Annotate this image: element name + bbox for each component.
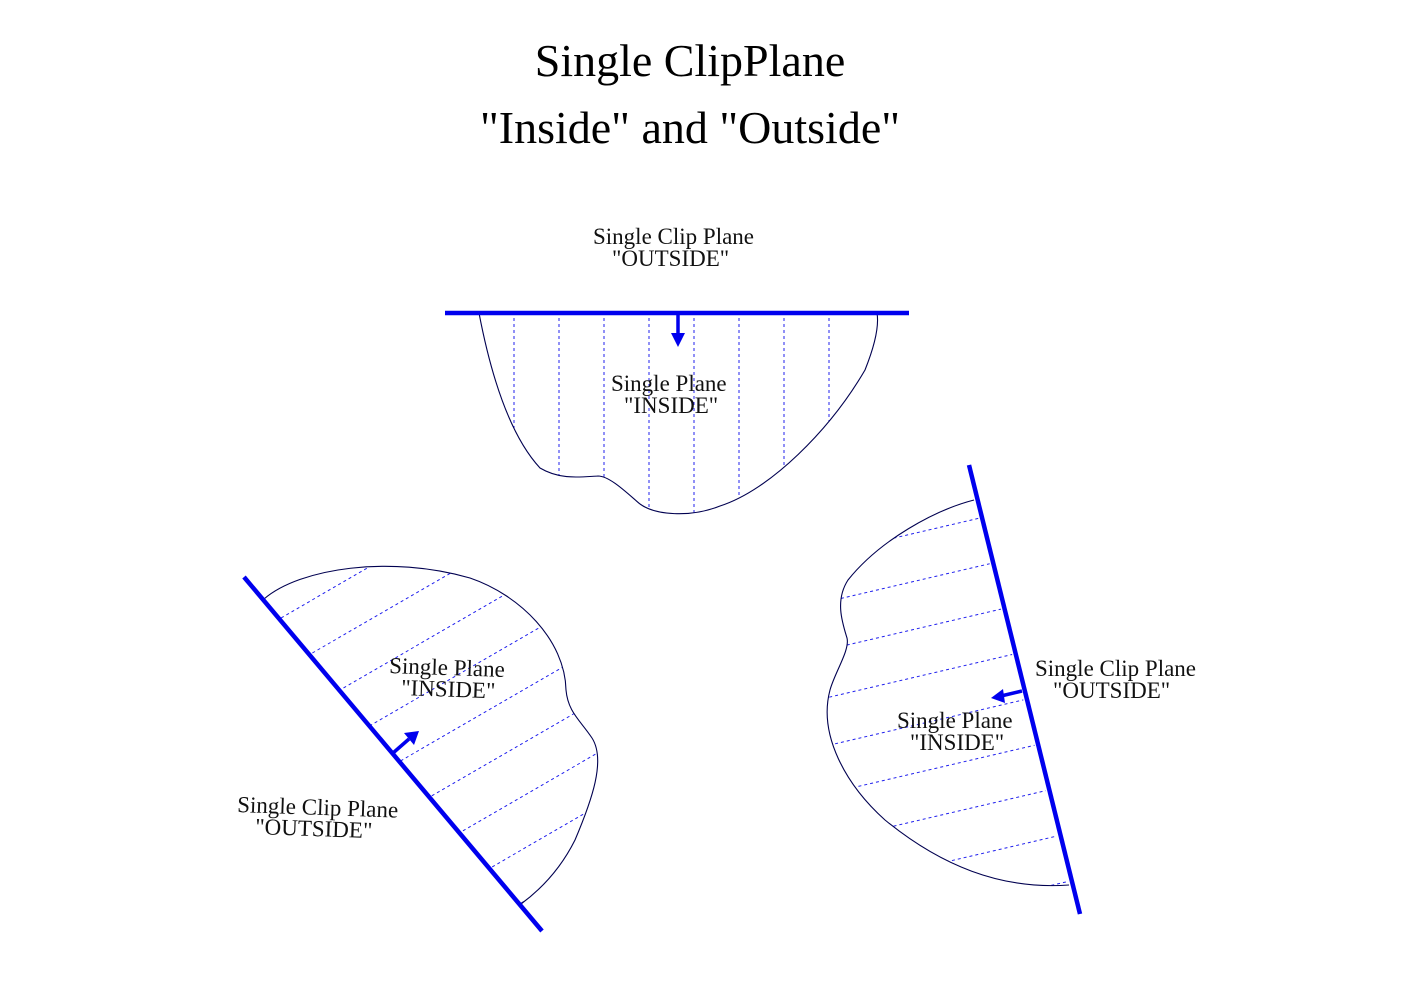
right-inside-label-line-1: Single Plane bbox=[897, 708, 1013, 733]
top-outside-label-line-2: "OUTSIDE" bbox=[612, 246, 729, 271]
top-normal-arrow-icon bbox=[671, 313, 685, 347]
top-shape-outline bbox=[478, 312, 879, 515]
top-inside-hatching bbox=[513, 313, 830, 514]
left-normal-arrow-icon bbox=[391, 731, 419, 755]
left-clip-diagram: Single Plane "INSIDE" Single Clip Plane … bbox=[237, 565, 599, 933]
title-line-1: Single ClipPlane bbox=[535, 35, 846, 86]
title-line-2: "Inside" and "Outside" bbox=[480, 102, 900, 153]
right-outside-label-line-2: "OUTSIDE" bbox=[1053, 678, 1170, 703]
top-clip-diagram: Single Clip Plane "OUTSIDE" Single Plane… bbox=[445, 224, 909, 515]
left-shape-outline bbox=[263, 565, 599, 905]
left-clip-plane-line bbox=[242, 575, 544, 933]
right-inside-label-line-2: "INSIDE" bbox=[910, 730, 1004, 755]
top-outside-label-line-1: Single Clip Plane bbox=[593, 224, 754, 249]
top-inside-label-line-1: Single Plane bbox=[611, 371, 727, 396]
right-clip-diagram: Single Clip Plane "OUTSIDE" Single Plane… bbox=[826, 464, 1196, 915]
left-outside-label-line-1: Single Clip Plane bbox=[237, 792, 399, 823]
left-inside-label-line-1: Single Plane bbox=[389, 653, 505, 682]
left-outside-label-line-2: "OUTSIDE" bbox=[255, 814, 373, 843]
right-outside-label-line-1: Single Clip Plane bbox=[1035, 656, 1196, 681]
left-inside-hatching bbox=[264, 566, 598, 904]
right-shape-outline bbox=[826, 499, 1070, 887]
right-normal-arrow-icon bbox=[991, 689, 1023, 703]
right-clip-plane-line bbox=[966, 464, 1083, 915]
top-inside-label-line-2: "INSIDE" bbox=[624, 393, 718, 418]
left-inside-label-line-2: "INSIDE" bbox=[401, 675, 496, 703]
